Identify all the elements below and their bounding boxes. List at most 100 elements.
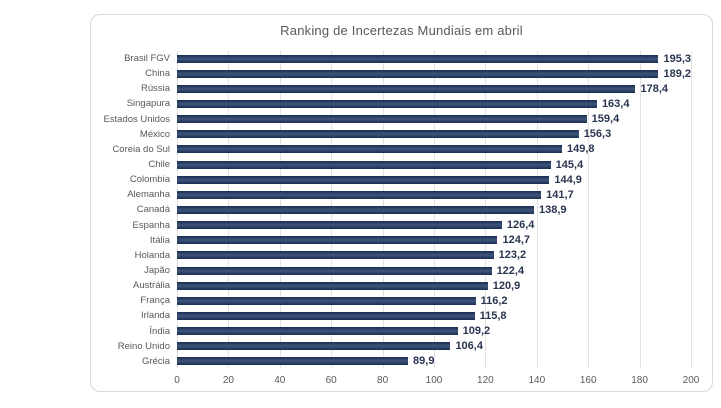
bar-row: Canadá 138,9 <box>137 202 691 217</box>
value-label: 106,4 <box>455 340 483 353</box>
category-label: Itália <box>149 234 170 246</box>
category-label: Japão <box>144 265 170 277</box>
bar-row: Colombia 144,9 <box>130 172 691 187</box>
value-label: 138,9 <box>538 203 567 216</box>
value-label: 178,4 <box>640 82 669 95</box>
bar <box>177 99 597 108</box>
bar-row: Estados Unidos 159,4 <box>103 112 691 127</box>
category-label: México <box>139 128 170 140</box>
bar-row: Alemanha 141,7 <box>127 187 691 202</box>
category-label: Estados Unidos <box>103 113 170 125</box>
bar-row: México 156,3 <box>140 127 691 142</box>
bar-row: Reino Unido 106,4 <box>118 339 691 354</box>
category-label: Índia <box>149 325 170 337</box>
bar-rows: Brasil FGV 195,3 China 189,2 Rússia 178,4 Sing… <box>103 51 691 369</box>
value-label: 116,2 <box>480 294 508 307</box>
x-tick-label: 140 <box>528 375 546 386</box>
gridline <box>536 51 538 369</box>
x-tick-label: 60 <box>325 375 337 386</box>
category-label: Holanda <box>134 249 170 261</box>
bar-row: Itália 124,7 <box>150 233 691 248</box>
category-label: Rússia <box>140 83 170 95</box>
x-tick-label: 20 <box>222 375 234 386</box>
x-tick-label: 200 <box>682 375 700 386</box>
category-label: Coreia do Sul <box>112 143 170 155</box>
value-label: 141,7 <box>546 188 574 201</box>
bar <box>177 221 502 230</box>
category-label: Chile <box>148 159 170 171</box>
x-axis-tick-labels: 0 20 40 60 80 100 120 140 160 180 200 <box>174 375 699 389</box>
bar-row: Grécia 89,9 <box>142 354 691 369</box>
value-label: 149,8 <box>566 143 595 156</box>
bar-row: Japão 122,4 <box>144 263 691 278</box>
category-label: Alemanha <box>127 189 170 201</box>
x-tick-label: 160 <box>579 375 597 386</box>
gridline <box>588 51 590 369</box>
bar <box>177 160 551 169</box>
bar <box>177 130 579 139</box>
value-label: 115,8 <box>479 309 507 322</box>
value-label: 120,9 <box>492 279 521 292</box>
bar-row: Austrália 120,9 <box>133 278 691 293</box>
category-label: Brasil FGV <box>124 53 170 65</box>
bar-row: Chile 145,4 <box>148 157 691 172</box>
x-tick-label: 180 <box>631 375 648 386</box>
bar <box>177 175 550 184</box>
value-label: 189,2 <box>663 67 691 80</box>
bar-row: Holanda 123,2 <box>135 248 691 263</box>
category-label: França <box>140 295 170 307</box>
category-label: Colombia <box>129 174 170 186</box>
value-label: 145,4 <box>555 158 584 171</box>
value-label: 123,2 <box>498 249 527 262</box>
bar <box>177 357 409 366</box>
bar <box>177 266 492 275</box>
bar-row: Rússia 178,4 <box>141 81 691 96</box>
value-label: 195,3 <box>663 52 691 65</box>
bar <box>177 84 636 93</box>
category-label: Irlanda <box>140 310 170 322</box>
bar <box>177 327 458 336</box>
gridline <box>691 51 692 369</box>
value-label: 122,4 <box>496 264 525 277</box>
bar <box>177 145 562 154</box>
x-tick-label: 0 <box>174 375 180 386</box>
bar-row: Singapura 163,4 <box>127 96 691 111</box>
bar <box>177 296 476 305</box>
bar <box>177 190 542 199</box>
bar <box>177 251 494 260</box>
category-label: China <box>145 68 170 80</box>
chart-title: Ranking de Incertezas Mundiais em abril <box>280 23 523 38</box>
chart-frame: Ranking de Incertezas Mundiais em abril … <box>90 14 713 392</box>
bar <box>177 236 498 245</box>
bar <box>177 281 488 290</box>
bar <box>177 69 659 78</box>
bar-row: Irlanda 115,8 <box>141 308 691 323</box>
x-tick-label: 120 <box>477 375 494 386</box>
category-label: Espanha <box>132 219 170 231</box>
category-label: Austrália <box>133 280 170 292</box>
bar-row: China 189,2 <box>145 66 691 81</box>
bar <box>177 205 534 214</box>
x-tick-label: 40 <box>274 375 286 386</box>
bar-row: Índia 109,2 <box>149 324 691 339</box>
bar-row: Coreia do Sul 149,8 <box>112 142 691 157</box>
bar-row: Brasil FGV 195,3 <box>124 51 691 66</box>
bar <box>177 115 587 124</box>
value-label: 124,7 <box>502 234 530 247</box>
bar-row: Espanha 126,4 <box>132 218 691 233</box>
value-label: 159,4 <box>591 113 620 126</box>
value-label: 109,2 <box>462 325 491 338</box>
bar <box>177 54 659 63</box>
x-tick-label: 80 <box>377 375 389 386</box>
value-label: 89,9 <box>413 355 435 368</box>
category-label: Grécia <box>142 355 170 367</box>
bar-row: França 116,2 <box>140 293 691 308</box>
bar <box>177 311 475 320</box>
category-label: Reino Unido <box>117 340 170 352</box>
x-tick-label: 100 <box>425 375 443 386</box>
category-label: Singapura <box>126 98 170 110</box>
value-label: 163,4 <box>601 97 630 110</box>
bar <box>177 342 451 351</box>
plot-area: Brasil FGV 195,3 China 189,2 Rússia 178,4 Sing… <box>103 51 692 369</box>
value-label: 156,3 <box>583 128 612 141</box>
